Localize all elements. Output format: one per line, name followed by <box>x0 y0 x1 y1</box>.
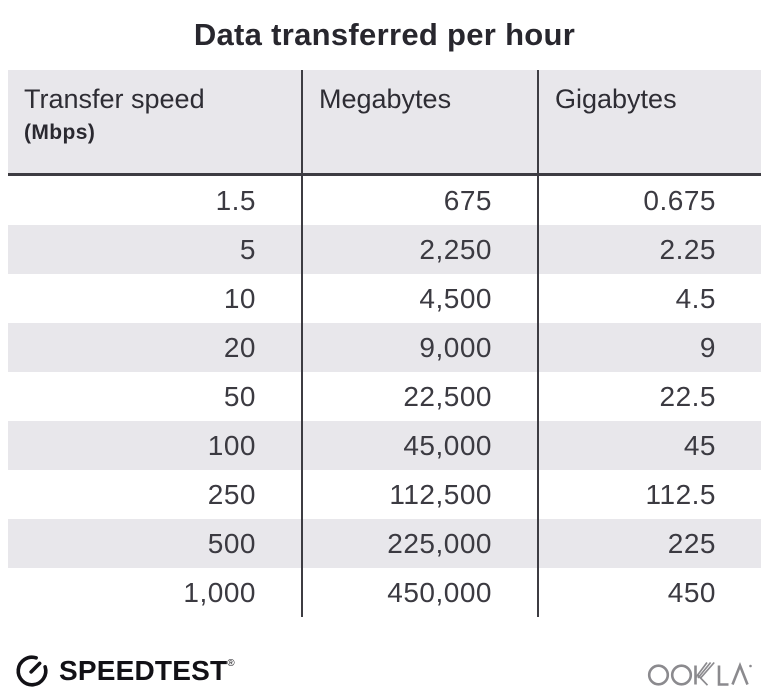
table-row: 50 22,500 22.5 <box>8 372 761 421</box>
table-row: 500 225,000 225 <box>8 519 761 568</box>
column-header-megabytes: Megabytes <box>301 70 538 176</box>
table-cell: 4,500 <box>301 274 538 323</box>
table-cell: 9,000 <box>301 323 538 372</box>
table-cell: 5 <box>239 233 256 265</box>
table-cell: 1.5 <box>215 184 256 216</box>
table-row: 5 2,250 2.25 <box>8 225 761 274</box>
table-cell: 50 <box>223 380 256 412</box>
table-header: Transfer speed (Mbps) Megabytes Gigabyte… <box>8 70 761 176</box>
column-header-transfer-speed: Transfer speed (Mbps) <box>8 70 302 176</box>
ookla-wordmark-icon <box>647 661 752 686</box>
data-table-container: Transfer speed (Mbps) Megabytes Gigabyte… <box>8 70 761 617</box>
speedtest-logo: SPEEDTEST® <box>14 653 235 689</box>
table-body: 1.5 675 0.675 5 2,250 2.25 10 4,500 4.5 20 9,000 9 5… <box>8 174 761 617</box>
table-row: 100 45,000 45 <box>8 421 761 470</box>
column-header-gigabytes: Gigabytes <box>537 70 761 176</box>
table-cell: 1,000 <box>183 576 256 608</box>
column-header-label: Gigabytes <box>555 84 677 114</box>
column-header-label: Megabytes <box>319 84 452 114</box>
table-row: 1.5 675 0.675 <box>8 174 761 225</box>
table-cell: 500 <box>207 527 256 559</box>
table-row: 10 4,500 4.5 <box>8 274 761 323</box>
table-cell: 45,000 <box>301 421 538 470</box>
table-row: 1,000 450,000 450 <box>8 568 761 617</box>
table-header-row: Transfer speed (Mbps) Megabytes Gigabyte… <box>8 70 761 176</box>
ookla-logo <box>647 652 755 690</box>
table-cell: 9 <box>537 323 761 372</box>
table-cell: 250 <box>207 478 256 510</box>
table-cell: 675 <box>301 174 538 225</box>
table-cell: 100 <box>207 429 256 461</box>
column-header-unit: (Mbps) <box>24 121 96 144</box>
table-cell: 225 <box>537 519 761 568</box>
table-row: 20 9,000 9 <box>8 323 761 372</box>
table-cell: 10 <box>223 282 256 314</box>
table-row: 250 112,500 112.5 <box>8 470 761 519</box>
table-cell: 2,250 <box>301 225 538 274</box>
table-cell: 225,000 <box>301 519 538 568</box>
table-cell: 22,500 <box>301 372 538 421</box>
footer: SPEEDTEST® <box>14 650 755 692</box>
table-cell: 450 <box>537 568 761 617</box>
registered-trademark-icon: ® <box>227 658 235 669</box>
table-cell: 4.5 <box>537 274 761 323</box>
table-cell: 112.5 <box>537 470 761 519</box>
table-cell: 20 <box>223 331 256 363</box>
table-cell: 112,500 <box>301 470 538 519</box>
speedtest-label: SPEEDTEST <box>59 655 228 686</box>
speedtest-wordmark: SPEEDTEST® <box>59 657 235 685</box>
table-cell: 2.25 <box>537 225 761 274</box>
column-header-label: Transfer speed <box>24 84 205 114</box>
data-table: Transfer speed (Mbps) Megabytes Gigabyte… <box>8 70 761 617</box>
table-cell: 0.675 <box>537 174 761 225</box>
page-title: Data transferred per hour <box>193 17 576 52</box>
table-cell: 450,000 <box>301 568 538 617</box>
table-cell: 22.5 <box>537 372 761 421</box>
speedtest-gauge-icon <box>16 655 48 687</box>
table-cell: 45 <box>537 421 761 470</box>
